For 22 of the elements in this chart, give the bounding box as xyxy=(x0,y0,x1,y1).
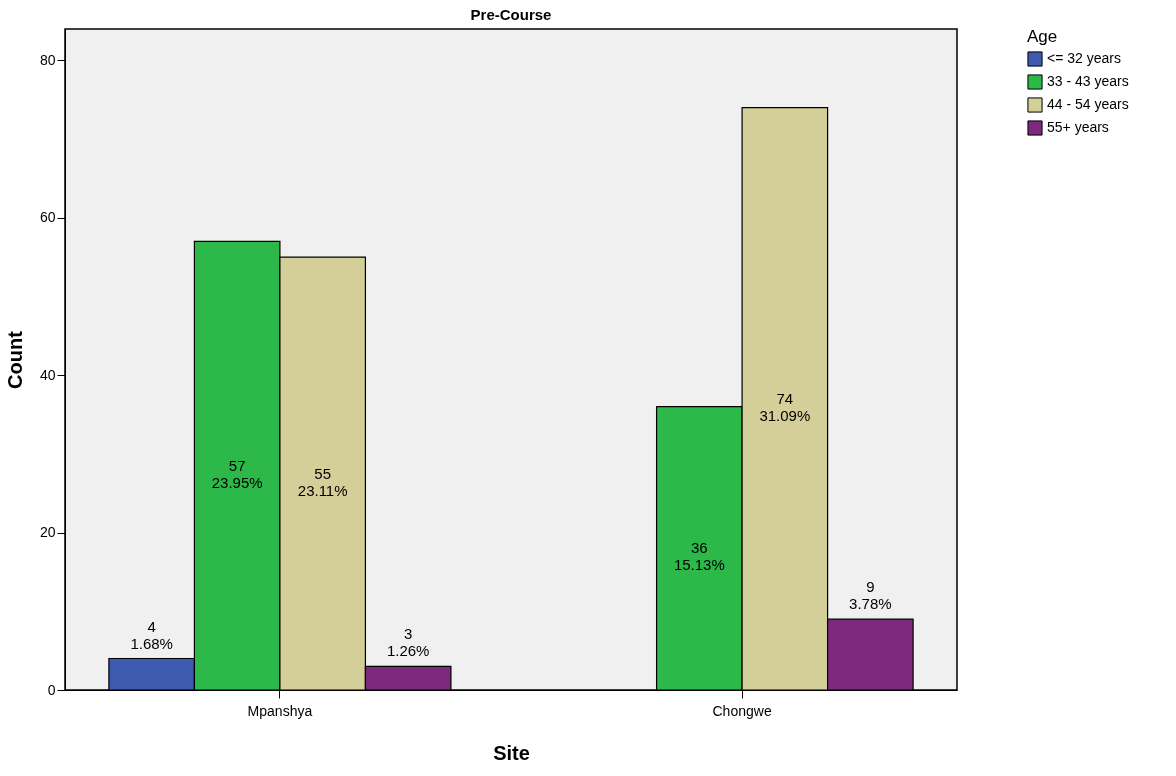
y-tick-label: 0 xyxy=(47,681,56,698)
data-label: 57 23.95% xyxy=(211,456,263,491)
y-tick-label: 40 xyxy=(39,366,56,383)
y-axis-title: Count xyxy=(3,330,26,389)
data-label: 55 23.11% xyxy=(297,464,348,499)
data-label: 3 1.26% xyxy=(386,625,430,660)
legend-label: 55+ years xyxy=(1047,119,1109,135)
y-tick-label: 80 xyxy=(39,51,56,68)
y-tick-label: 60 xyxy=(39,209,56,226)
x-tick-label: Chongwe xyxy=(712,702,772,719)
data-label: 4 1.68% xyxy=(130,617,173,652)
legend-label: 44 - 54 years xyxy=(1047,96,1129,112)
legend-title: Age xyxy=(1027,27,1058,46)
x-axis-title: Site xyxy=(493,741,530,764)
chart-title: Pre-Course xyxy=(470,6,552,23)
data-label: 9 3.78% xyxy=(849,578,892,613)
y-tick-label: 20 xyxy=(39,524,56,541)
legend-label: <= 32 years xyxy=(1047,50,1121,66)
x-tick-label: Mpanshya xyxy=(247,702,313,719)
data-label: 74 31.09% xyxy=(759,389,811,424)
data-label: 36 15.13% xyxy=(673,539,725,574)
legend-label: 33 - 43 years xyxy=(1047,73,1129,89)
